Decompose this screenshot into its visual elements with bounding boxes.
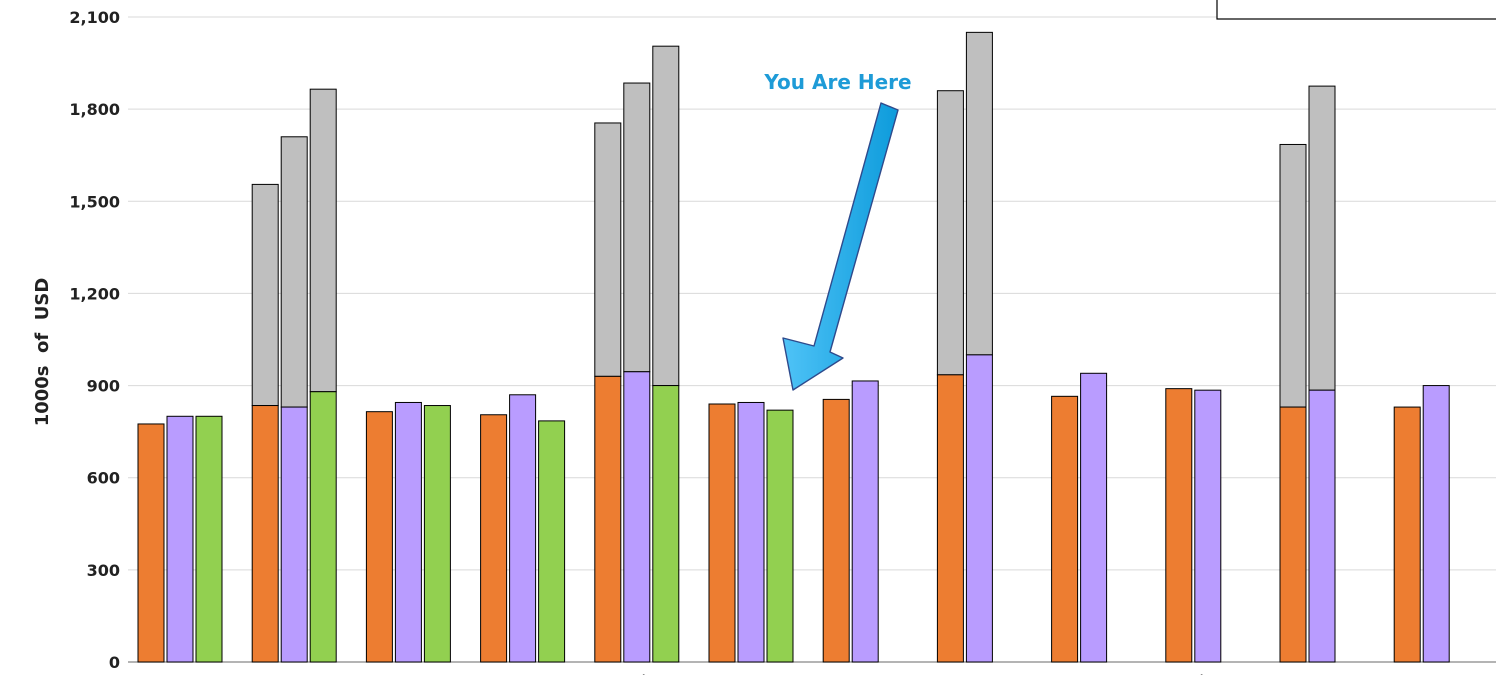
bar [936,374,964,663]
bar-extra-segment [652,45,680,387]
x-category-label: Mar [734,672,769,675]
x-axis-categories: Oct Nov Dec Jan Feb Mar Apr May Jun Jul Aug Sep [164,672,1438,675]
y-tick-label: 1,800 [69,100,120,119]
bar [652,385,680,663]
x-category-label: May [946,672,984,675]
y-tick-label: 900 [87,377,120,396]
bar-extra-segment [251,183,279,407]
bar [480,414,508,663]
y-tick-label: 0 [109,653,120,672]
bar [195,415,223,663]
bar [423,405,451,663]
bar-extra-segment [280,136,308,408]
y-tick-label: 2,100 [69,8,120,27]
bar [1194,389,1222,663]
bar [822,398,850,663]
bar [166,415,194,663]
bars [137,31,1450,663]
bar [280,406,308,663]
gridlines [128,16,1496,663]
bar [394,401,422,663]
x-category-label: Feb [621,672,653,675]
x-category-label: Nov [277,672,312,675]
bar [851,380,879,663]
bar [737,401,765,663]
y-axis-title: 1000s of USD [32,278,53,427]
bar [251,405,279,663]
y-tick-label: 1,500 [69,192,120,211]
y-tick-label: 1,200 [69,284,120,303]
bar [1279,406,1307,663]
bar [1051,395,1079,663]
x-category-label: Dec [391,672,426,675]
x-category-label: Aug [1290,672,1325,675]
y-tick-label: 300 [87,561,120,580]
bar [1080,372,1108,663]
bar [309,391,337,663]
x-category-label: Jan [508,672,537,675]
bar [1308,389,1336,663]
bar-extra-segment [1308,85,1336,391]
legend-box [1216,0,1496,20]
x-category-label: Jun [1064,672,1093,675]
x-category-label: Jul [1181,672,1204,675]
bar [708,403,736,663]
bar-extra-segment [594,122,622,377]
bar [594,375,622,663]
bar [1165,388,1193,663]
annotation-label: You Are Here [763,70,911,94]
annotation-arrow [782,102,899,391]
x-category-label: Apr [835,672,867,675]
bar [965,354,993,663]
y-tick-label: 600 [87,469,120,488]
y-axis-ticks: 0 300 600 900 1,200 1,500 1,800 2,100 [69,8,120,672]
bar [137,423,165,663]
bar-extra-segment [309,88,337,393]
bar [766,409,794,663]
x-category-label: Oct [164,672,195,675]
bar [623,371,651,663]
x-category-label: Sep [1405,672,1439,675]
bar-extra-segment [623,82,651,373]
bar [1422,385,1450,663]
bar-extra-segment [1279,143,1307,408]
bar [538,420,566,663]
bar [1393,406,1421,663]
bar [365,411,393,663]
bar [509,394,537,663]
bar-extra-segment [965,31,993,356]
bar-extra-segment [936,90,964,376]
